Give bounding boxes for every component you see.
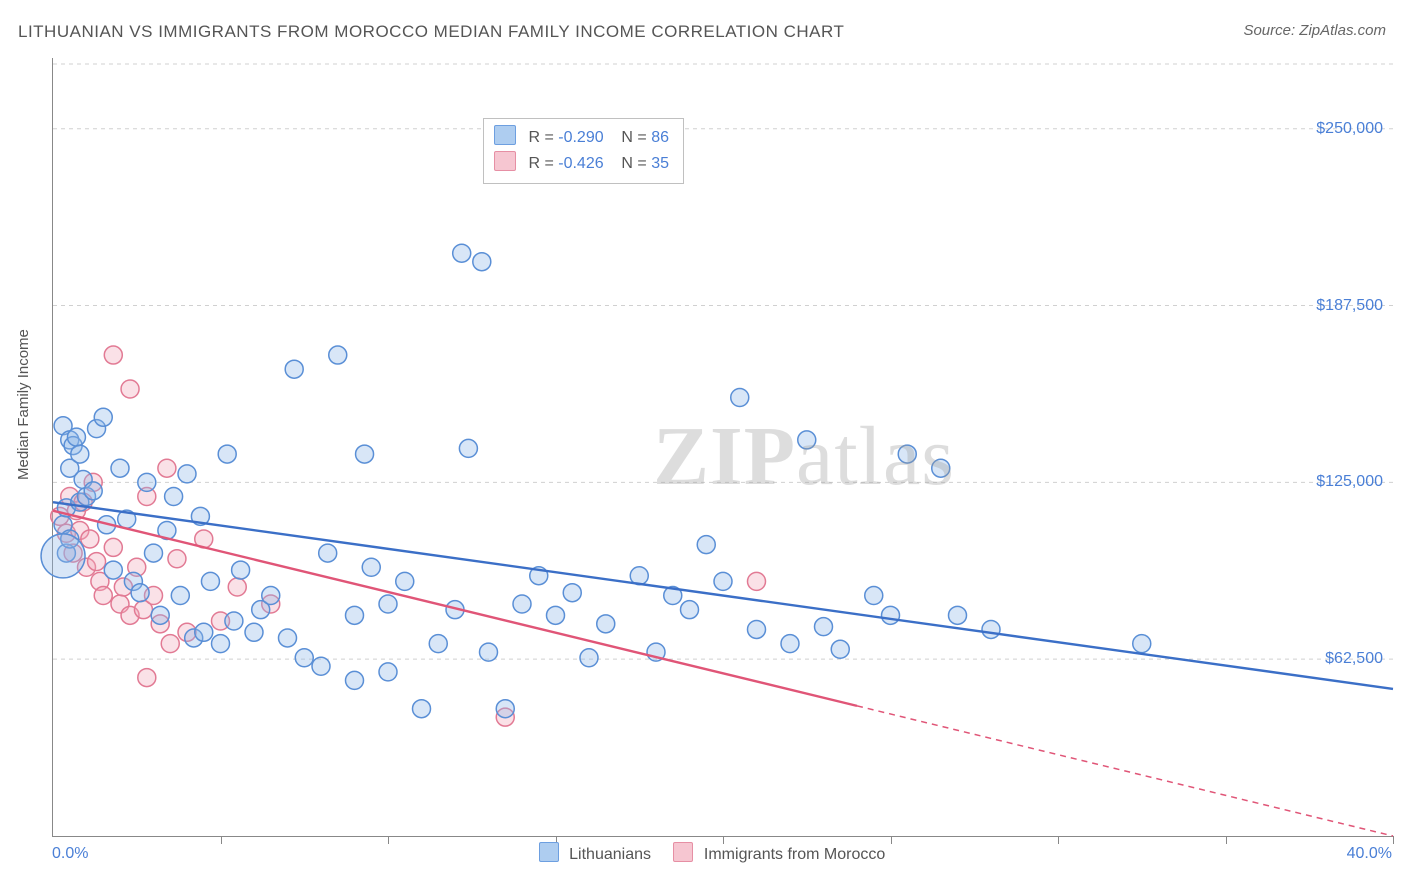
- legend-label-lithuanians: Lithuanians: [569, 846, 651, 863]
- legend-label-morocco: Immigrants from Morocco: [704, 846, 885, 863]
- n-label: N =: [621, 129, 646, 146]
- r-label: R =: [528, 155, 553, 172]
- y-tick-label: $250,000: [1316, 120, 1383, 138]
- y-tick-label: $125,000: [1316, 473, 1383, 491]
- source-label: Source: ZipAtlas.com: [1243, 22, 1386, 39]
- y-axis-label: Median Family Income: [15, 329, 32, 480]
- chart-title: LITHUANIAN VS IMMIGRANTS FROM MOROCCO ME…: [18, 22, 844, 42]
- legend-row-b: R = -0.426 N = 35: [494, 151, 669, 177]
- r-value-a: -0.290: [558, 129, 603, 146]
- y-tick-label: $187,500: [1316, 297, 1383, 315]
- legend-swatch-morocco: [673, 842, 693, 862]
- n-value-a: 86: [651, 129, 669, 146]
- n-label: N =: [621, 155, 646, 172]
- legend-row-a: R = -0.290 N = 86: [494, 125, 669, 151]
- r-label: R =: [528, 129, 553, 146]
- plot-svg: [53, 58, 1393, 836]
- plot-area: $62,500$125,000$187,500$250,000 ZIPatlas…: [52, 58, 1393, 837]
- legend-swatch-lithuanians: [539, 842, 559, 862]
- y-tick-label: $62,500: [1325, 650, 1383, 668]
- correlation-legend: R = -0.290 N = 86 R = -0.426 N = 35: [483, 118, 684, 184]
- legend-swatch-a: [494, 125, 516, 145]
- n-value-b: 35: [651, 155, 669, 172]
- r-value-b: -0.426: [558, 155, 603, 172]
- series-legend: Lithuanians Immigrants from Morocco: [0, 842, 1406, 864]
- legend-swatch-b: [494, 151, 516, 171]
